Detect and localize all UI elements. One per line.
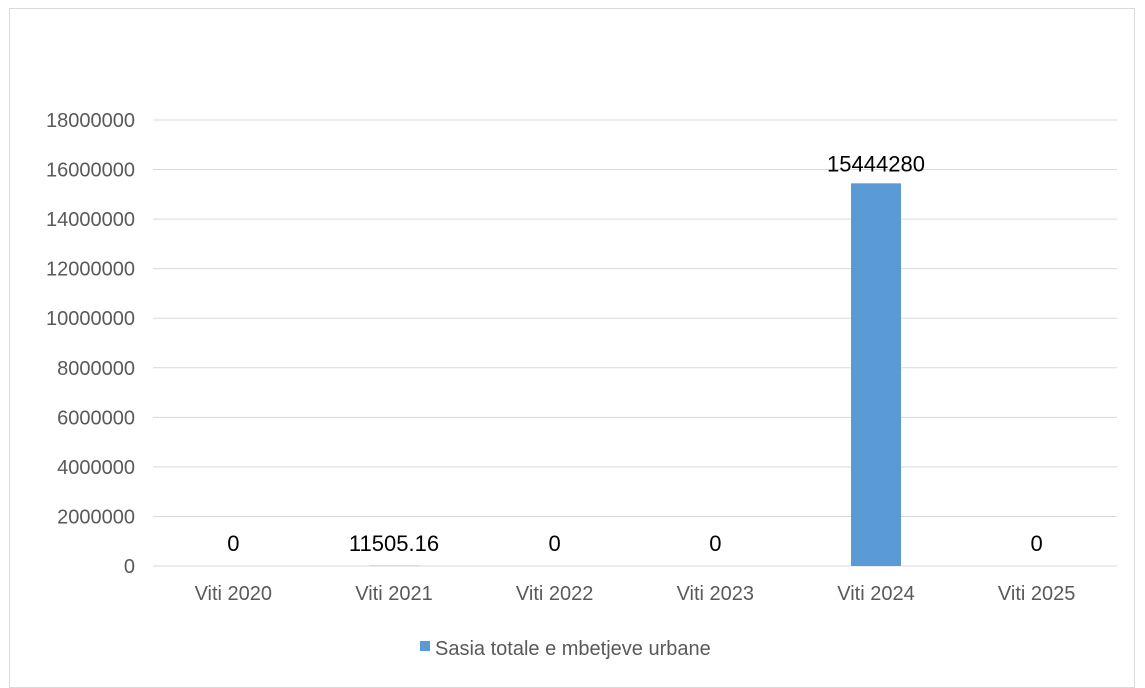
y-tick-label: 8000000 bbox=[57, 358, 135, 380]
y-tick-label: 4000000 bbox=[57, 457, 135, 479]
x-tick-label: Viti 2022 bbox=[516, 583, 593, 605]
y-tick-label: 16000000 bbox=[46, 160, 135, 182]
data-label: 0 bbox=[549, 531, 561, 556]
x-tick-label: Viti 2020 bbox=[195, 583, 272, 605]
x-tick-label: Viti 2025 bbox=[998, 583, 1075, 605]
y-tick-label: 2000000 bbox=[57, 506, 135, 528]
y-tick-label: 6000000 bbox=[57, 407, 135, 429]
x-tick-label: Viti 2024 bbox=[837, 583, 914, 605]
y-tick-label: 0 bbox=[124, 556, 135, 578]
x-tick-label: Viti 2023 bbox=[677, 583, 754, 605]
data-label: 0 bbox=[1031, 531, 1043, 556]
data-label: 0 bbox=[227, 531, 239, 556]
legend-swatch bbox=[420, 641, 430, 651]
data-label: 0 bbox=[709, 531, 721, 556]
bar bbox=[851, 183, 901, 566]
legend-label: Sasia totale e mbetjeve urbane bbox=[435, 638, 711, 660]
y-tick-label: 12000000 bbox=[46, 259, 135, 281]
data-label: 11505.16 bbox=[349, 531, 439, 556]
y-tick-label: 10000000 bbox=[46, 308, 135, 330]
data-label: 15444280 bbox=[827, 151, 925, 176]
x-tick-label: Viti 2021 bbox=[355, 583, 432, 605]
y-tick-label: 18000000 bbox=[46, 110, 135, 132]
y-tick-label: 14000000 bbox=[46, 209, 135, 231]
